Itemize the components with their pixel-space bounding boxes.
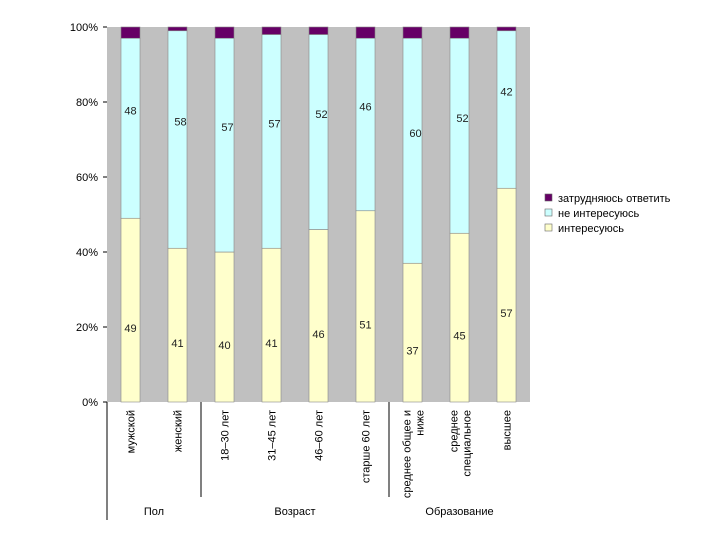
data-label: 42 <box>500 87 512 99</box>
data-label: 52 <box>456 113 468 125</box>
y-tick-label: 100% <box>70 22 98 34</box>
data-label: 41 <box>171 338 183 350</box>
data-label: 40 <box>218 340 230 352</box>
legend-label: не интересуюсь <box>558 208 639 220</box>
bar-segment <box>449 26 470 39</box>
data-label: 52 <box>315 109 327 121</box>
group-label: Возраст <box>274 506 315 518</box>
bar-segment <box>167 247 188 403</box>
category-label-line: 18–30 лет <box>220 410 232 461</box>
bar-segment <box>308 26 329 35</box>
data-label: 60 <box>409 128 421 140</box>
data-label: 58 <box>174 117 186 129</box>
bar-segment <box>120 217 141 403</box>
legend-swatch <box>544 208 553 217</box>
bar-segment <box>167 26 188 32</box>
legend-swatch <box>544 223 553 232</box>
category-label-line: среднее общее и <box>402 410 414 498</box>
y-tick-label: 20% <box>76 322 98 334</box>
bar-segment <box>402 26 423 39</box>
category-label: 18–30 лет <box>220 410 232 461</box>
group-label: Пол <box>144 506 164 518</box>
data-label: 57 <box>268 118 280 130</box>
category-label-line: мужской <box>126 410 138 453</box>
bar-segment <box>449 232 470 403</box>
bar-segment <box>214 251 235 403</box>
bar-segment <box>214 37 235 253</box>
category-label: среднее общее иниже <box>402 410 427 498</box>
y-tick-label: 80% <box>76 97 98 109</box>
category-label-line: среднее <box>449 410 461 452</box>
category-label: среднееспециальное <box>449 410 474 477</box>
y-tick-label: 40% <box>76 247 98 259</box>
category-label: старше 60 лет <box>361 410 373 483</box>
bar-segment <box>496 30 517 189</box>
category-label: высшее <box>502 410 514 450</box>
category-label-line: 46–60 лет <box>314 410 326 461</box>
data-label: 45 <box>453 331 465 343</box>
bar-segment <box>308 229 329 403</box>
category-label: мужской <box>126 410 138 453</box>
category-label-line: ниже <box>415 410 427 436</box>
bar-segment <box>308 34 329 230</box>
legend-label: интересуюсь <box>558 223 624 235</box>
data-label: 57 <box>221 122 233 134</box>
group-label: Образование <box>425 506 493 518</box>
legend-label: затрудняюсь ответить <box>558 193 671 205</box>
bar-segment <box>261 26 282 35</box>
category-label-line: старше 60 лет <box>361 410 373 483</box>
bar-segment <box>261 247 282 403</box>
bar-segment <box>496 26 517 32</box>
bar-segment <box>120 26 141 39</box>
data-label: 46 <box>359 102 371 114</box>
bar-segment <box>496 187 517 403</box>
category-label-line: 31–45 лет <box>267 410 279 461</box>
bar-segment <box>355 37 376 212</box>
bar-segment <box>402 262 423 403</box>
data-label: 48 <box>124 105 136 117</box>
bar-segment <box>167 30 188 249</box>
category-label-line: специальное <box>462 410 474 477</box>
data-label: 46 <box>312 329 324 341</box>
y-tick-label: 60% <box>76 172 98 184</box>
bar-segment <box>355 26 376 39</box>
data-label: 37 <box>406 346 418 358</box>
legend-swatch <box>544 193 553 202</box>
bar-segment <box>120 37 141 219</box>
data-label: 57 <box>500 308 512 320</box>
category-label: 31–45 лет <box>267 410 279 461</box>
category-label-line: высшее <box>502 410 514 450</box>
bar-segment <box>449 37 470 234</box>
data-label: 51 <box>359 319 371 331</box>
category-label: 46–60 лет <box>314 410 326 461</box>
category-label: женский <box>173 410 185 452</box>
bar-segment <box>402 37 423 264</box>
data-label: 41 <box>265 338 277 350</box>
bar-segment <box>214 26 235 39</box>
y-tick-label: 0% <box>82 397 98 409</box>
category-label-line: женский <box>173 410 185 452</box>
data-label: 49 <box>124 323 136 335</box>
bar-segment <box>261 34 282 249</box>
bar-segment <box>355 210 376 403</box>
